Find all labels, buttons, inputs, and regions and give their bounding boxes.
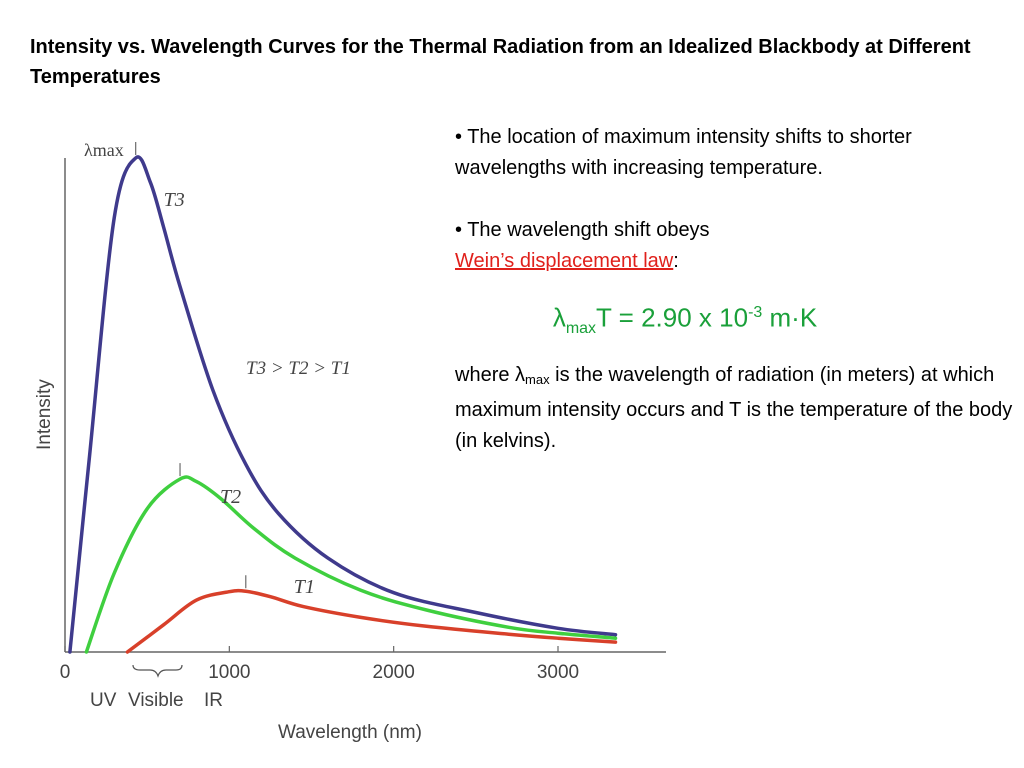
x-tick-label: 2000 [373, 662, 415, 683]
x-tick-label: 0 [60, 662, 71, 683]
band-label-uv: UV [90, 690, 117, 711]
law-line: Wein’s displacement law: [455, 246, 1015, 277]
x-ticks: 0 1000 2000 3000 [60, 646, 579, 683]
band-label-ir: IR [204, 690, 223, 711]
bullet-wavelength-shift: • The wavelength shift obeys [455, 219, 710, 241]
formula-sub: max [565, 319, 597, 337]
visible-band-brace [132, 664, 183, 678]
relation-label: T3 > T2 > T1 [246, 358, 351, 379]
x-tick-label: 1000 [208, 662, 250, 683]
peak-marks [135, 142, 247, 589]
peak-label: λmax [84, 140, 124, 160]
formula-units: m·K [762, 302, 818, 333]
formula-lambda: λ [552, 302, 566, 333]
curve-t1 [125, 588, 618, 654]
y-axis-label: Intensity [34, 379, 55, 450]
law-colon: : [673, 250, 679, 272]
series-label-t2: T2 [220, 486, 241, 508]
wein-law-link[interactable]: Wein’s displacement law [455, 250, 674, 272]
series-labels: T3 T2 T1 [164, 189, 315, 598]
slide-title: Intensity vs. Wavelength Curves for the … [30, 36, 971, 88]
series-label-t1: T1 [294, 576, 315, 598]
where-sub: max [525, 371, 550, 387]
where-rest: is the wavelength of radiation (in meter… [455, 363, 1013, 452]
bullet-peak-shift: • The location of maximum intensity shif… [455, 126, 912, 179]
curve-t3 [68, 155, 618, 654]
where-text: where λmax is the wavelength of radiatio… [455, 360, 1015, 457]
formula-exp: -3 [748, 304, 763, 321]
curves [68, 155, 618, 654]
where-lambda: λ [515, 363, 526, 386]
curve-t2 [84, 475, 618, 654]
series-label-t3: T3 [164, 189, 185, 211]
x-axis-label: Wavelength (nm) [278, 722, 422, 743]
wein-formula: λmaxT = 2.90 x 10-3 m·K [455, 297, 915, 344]
x-tick-label: 3000 [537, 662, 579, 683]
band-label-visible: Visible [128, 690, 184, 711]
where-prefix: where [455, 363, 516, 386]
chart: 0 1000 2000 3000 UV Visible IR Wavelength (… [34, 140, 666, 743]
notes-panel: • The location of maximum intensity shif… [455, 122, 1015, 457]
formula-main: T = 2.90 x 10 [596, 302, 749, 333]
